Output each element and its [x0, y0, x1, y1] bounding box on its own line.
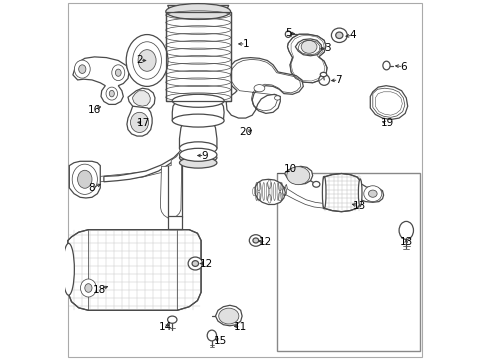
Ellipse shape	[249, 235, 262, 246]
Polygon shape	[128, 88, 155, 110]
Ellipse shape	[274, 96, 280, 100]
Text: 20: 20	[239, 127, 252, 138]
Text: 6: 6	[400, 62, 407, 72]
Ellipse shape	[77, 170, 92, 188]
Ellipse shape	[207, 330, 217, 341]
Ellipse shape	[109, 90, 114, 97]
Polygon shape	[295, 39, 321, 56]
Ellipse shape	[179, 152, 217, 163]
Text: 18: 18	[93, 285, 106, 295]
Text: 17: 17	[137, 118, 150, 128]
Ellipse shape	[74, 60, 90, 78]
Text: 4: 4	[350, 30, 356, 40]
Text: 13: 13	[353, 201, 366, 211]
Polygon shape	[285, 166, 313, 184]
Polygon shape	[172, 101, 224, 121]
Ellipse shape	[80, 279, 97, 297]
Ellipse shape	[72, 164, 98, 194]
Polygon shape	[160, 144, 182, 218]
Ellipse shape	[364, 186, 382, 202]
Ellipse shape	[331, 28, 347, 42]
Ellipse shape	[179, 148, 217, 161]
Ellipse shape	[172, 114, 224, 127]
Text: 5: 5	[285, 28, 292, 38]
Polygon shape	[68, 230, 201, 310]
Ellipse shape	[168, 316, 177, 323]
Ellipse shape	[192, 261, 198, 266]
Text: 3: 3	[324, 42, 331, 53]
Ellipse shape	[358, 179, 362, 206]
Text: 1: 1	[243, 39, 249, 49]
Text: 10: 10	[283, 164, 296, 174]
Polygon shape	[133, 91, 150, 106]
Polygon shape	[226, 58, 303, 118]
Ellipse shape	[320, 72, 327, 77]
Ellipse shape	[301, 40, 317, 53]
Ellipse shape	[130, 112, 148, 132]
Ellipse shape	[313, 181, 320, 187]
Ellipse shape	[116, 69, 121, 76]
Text: 12: 12	[199, 258, 213, 269]
Polygon shape	[216, 305, 242, 326]
Text: 7: 7	[335, 75, 342, 85]
Text: 13: 13	[400, 237, 413, 247]
Text: 15: 15	[214, 336, 227, 346]
Polygon shape	[166, 12, 231, 101]
Polygon shape	[104, 150, 181, 182]
Polygon shape	[168, 216, 182, 229]
Ellipse shape	[219, 308, 239, 324]
Ellipse shape	[106, 87, 118, 100]
Polygon shape	[323, 174, 361, 212]
Ellipse shape	[112, 65, 125, 81]
Ellipse shape	[254, 85, 265, 92]
Ellipse shape	[368, 190, 377, 197]
Ellipse shape	[85, 284, 92, 292]
Text: 19: 19	[381, 118, 394, 128]
Ellipse shape	[399, 221, 414, 239]
Text: 8: 8	[89, 183, 96, 193]
Ellipse shape	[322, 176, 326, 209]
Ellipse shape	[319, 75, 330, 85]
Ellipse shape	[133, 42, 162, 79]
Ellipse shape	[166, 4, 231, 19]
Polygon shape	[255, 179, 285, 204]
Polygon shape	[69, 161, 100, 198]
Polygon shape	[100, 166, 168, 182]
Text: 2: 2	[137, 55, 143, 66]
Ellipse shape	[287, 167, 310, 185]
Text: 11: 11	[234, 322, 247, 332]
Polygon shape	[288, 34, 327, 83]
Polygon shape	[361, 184, 384, 202]
Ellipse shape	[336, 32, 343, 39]
Ellipse shape	[126, 35, 168, 86]
Ellipse shape	[138, 50, 156, 71]
Text: 16: 16	[88, 105, 101, 115]
Polygon shape	[168, 5, 229, 12]
Text: 12: 12	[259, 237, 272, 247]
Bar	[277, 173, 419, 351]
Ellipse shape	[179, 157, 217, 168]
Polygon shape	[73, 57, 129, 104]
Ellipse shape	[172, 94, 224, 107]
Polygon shape	[127, 106, 152, 136]
Text: 14: 14	[158, 322, 172, 332]
Text: 9: 9	[201, 150, 208, 161]
Ellipse shape	[179, 142, 217, 155]
Ellipse shape	[63, 243, 74, 295]
Polygon shape	[179, 121, 217, 148]
Ellipse shape	[253, 238, 259, 243]
Ellipse shape	[285, 31, 291, 37]
Polygon shape	[370, 86, 408, 120]
Ellipse shape	[188, 257, 202, 270]
Ellipse shape	[383, 61, 390, 70]
Ellipse shape	[79, 65, 86, 73]
Polygon shape	[284, 184, 323, 208]
